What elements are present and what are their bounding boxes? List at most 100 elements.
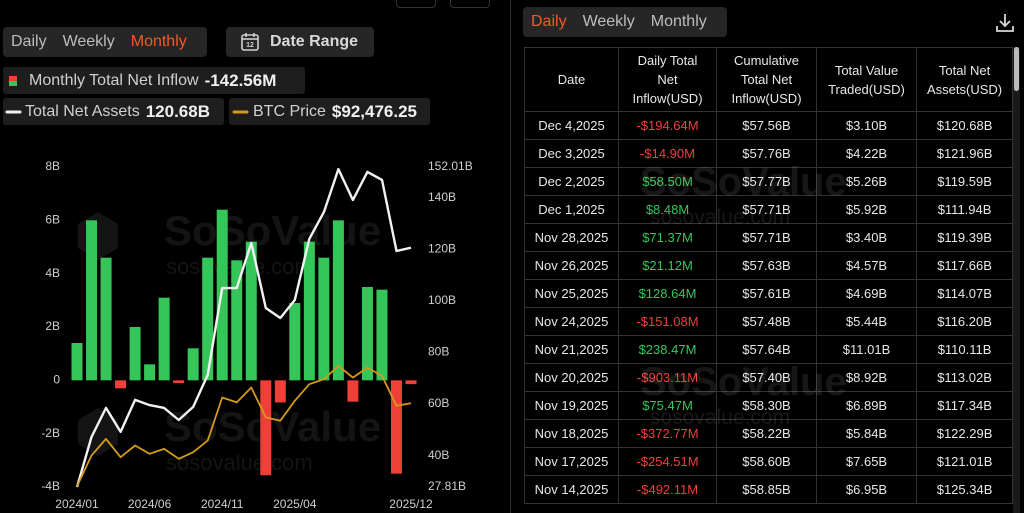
table-row: Nov 25,2025 $128.64M $57.61B $4.69B $114.07B [524, 279, 1014, 308]
y-tick-label: 4B [45, 266, 60, 280]
table-cell: Dec 1,2025 [524, 195, 619, 224]
scrollbar-thumb[interactable] [1014, 47, 1019, 91]
y-tick-label: 2B [45, 319, 60, 333]
bar [361, 287, 373, 381]
table-cell: $57.61B [716, 279, 817, 308]
calendar-icon: 12 [241, 33, 259, 51]
table-cell: $125.34B [915, 475, 1014, 504]
table-cell: $58.85B [716, 475, 817, 504]
y-tick-label: 0 [53, 373, 60, 387]
line-series [75, 167, 412, 488]
table-cell: $116.20B [915, 307, 1014, 336]
button-edge[interactable] [450, 0, 490, 8]
legend-value: 120.68B [145, 101, 210, 121]
y-tick-label: 6B [45, 213, 60, 227]
tab[interactable]: Monthly [650, 13, 707, 30]
table-cell: $6.89B [816, 391, 917, 420]
y2-tick-label: 27.81B [428, 479, 466, 493]
table-cell: $117.34B [915, 391, 1014, 420]
table-cell: Nov 17,2025 [524, 447, 619, 476]
tab[interactable]: Monthly [130, 33, 187, 50]
divider [510, 0, 511, 513]
bar [289, 303, 301, 381]
table-cell: $57.71B [716, 223, 817, 252]
y2-tick-label: 40B [428, 448, 449, 462]
y2-tick-label: 100B [428, 293, 456, 307]
table-cell: $8.92B [816, 363, 917, 392]
legend-label: Monthly Total Net Inflow [29, 71, 199, 89]
table-cell: Dec 3,2025 [524, 139, 619, 168]
table-row: Dec 2,2025 $58.50M $57.77B $5.26B $119.59B [524, 167, 1014, 196]
table-cell: $3.10B [816, 111, 917, 140]
table-cell: $4.69B [816, 279, 917, 308]
table-cell: $21.12M [618, 251, 717, 280]
legend-icon [5, 110, 22, 113]
table-cell: Dec 2,2025 [524, 167, 619, 196]
download-icon[interactable] [994, 12, 1016, 34]
legend-icon [9, 75, 17, 86]
tab[interactable]: Weekly [62, 33, 115, 50]
x-tick-label: 2025/12 [389, 497, 433, 511]
watermark: SoSoValue [164, 403, 381, 450]
tab[interactable]: Daily [531, 13, 567, 30]
tab[interactable]: Weekly [582, 13, 635, 30]
tab[interactable]: Daily [11, 33, 47, 50]
y2-tick-label: 120B [428, 242, 456, 256]
table-cell: $3.40B [816, 223, 917, 252]
x-tick-label: 2025/04 [273, 497, 317, 511]
column-header: Daily Total Net Inflow(USD) [618, 47, 717, 112]
table-cell: Nov 24,2025 [524, 307, 619, 336]
period-tabs: Daily Weekly Monthly [3, 27, 207, 57]
table-cell: $57.56B [716, 111, 817, 140]
bar [71, 343, 83, 381]
legend-label: Total Net Assets [25, 102, 140, 120]
date-range-button[interactable]: 12 Date Range [226, 27, 374, 57]
bar [129, 327, 141, 381]
table-row: Nov 19,2025 $75.47M $58.30B $6.89B $117.34B [524, 391, 1014, 420]
table-cell: -$372.77M [618, 419, 717, 448]
table-cell: Nov 26,2025 [524, 251, 619, 280]
button-edge[interactable] [396, 0, 436, 8]
table-cell: $113.02B [915, 363, 1014, 392]
table-row: Dec 3,2025 -$14.90M $57.76B $4.22B $121.96B [524, 139, 1014, 168]
table-row: Nov 26,2025 $21.12M $57.63B $4.57B $117.66B [524, 251, 1014, 280]
bar [376, 289, 388, 381]
table-cell: Nov 25,2025 [524, 279, 619, 308]
table-cell: $58.50M [618, 167, 717, 196]
table-cell: $57.40B [716, 363, 817, 392]
legend-icon [232, 110, 249, 113]
table-cell: Nov 19,2025 [524, 391, 619, 420]
y-tick-label: -2B [41, 426, 60, 440]
table-cell: -$151.08M [618, 307, 717, 336]
table-cell: Dec 4,2025 [524, 111, 619, 140]
legend-item[interactable]: Total Net Assets 120.68B [3, 98, 224, 125]
table-cell: $57.76B [716, 139, 817, 168]
legend-label: BTC Price [253, 102, 326, 120]
table-cell: $57.63B [716, 251, 817, 280]
legend-item[interactable]: Monthly Total Net Inflow -142.56M [3, 67, 305, 94]
bar [100, 257, 112, 381]
table-cell: -$194.64M [618, 111, 717, 140]
y-tick-label: -4B [41, 479, 60, 493]
bar [144, 364, 156, 381]
svg-text:12: 12 [246, 42, 254, 49]
legend-item[interactable]: BTC Price $92,476.25 [229, 98, 430, 125]
table-cell: -$492.11M [618, 475, 717, 504]
table-cell: $7.65B [816, 447, 917, 476]
table-cell: Nov 20,2025 [524, 363, 619, 392]
bar [260, 380, 272, 476]
watermark: SoSoValue [164, 207, 381, 254]
line-series [76, 365, 412, 487]
x-tick-label: 2024/06 [128, 497, 172, 511]
table-row: Nov 24,2025 -$151.08M $57.48B $5.44B $116.20… [524, 307, 1014, 336]
column-header: Total Net Assets(USD) [915, 47, 1014, 112]
table-cell: $238.47M [618, 335, 717, 364]
table-cell: -$903.11M [618, 363, 717, 392]
table-cell: $5.84B [816, 419, 917, 448]
table-cell: $11.01B [816, 335, 917, 364]
bar [245, 241, 257, 381]
table-row: Nov 20,2025 -$903.11M $57.40B $8.92B $113.02… [524, 363, 1014, 392]
table-row: Nov 18,2025 -$372.77M $58.22B $5.84B $122.29… [524, 419, 1014, 448]
table-row: Nov 17,2025 -$254.51M $58.60B $7.65B $121.01… [524, 447, 1014, 476]
table-cell: $114.07B [915, 279, 1014, 308]
